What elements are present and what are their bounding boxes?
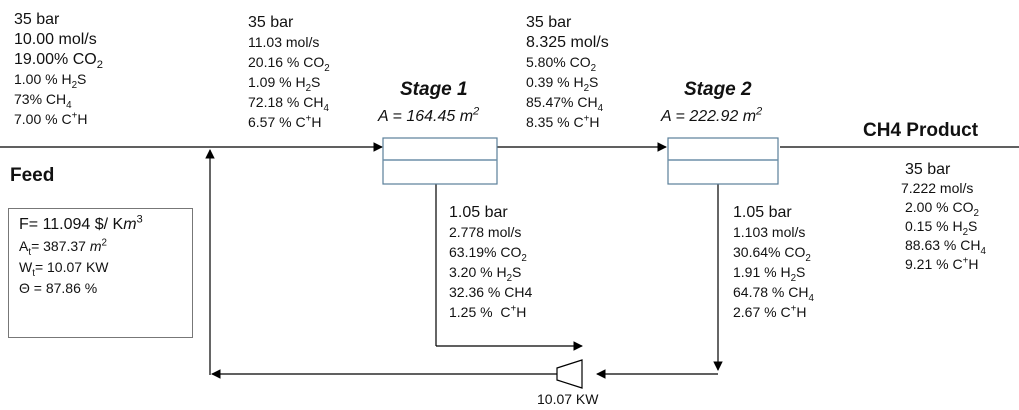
product-h2s: 0.15 % H2S xyxy=(905,219,1015,238)
feed-pressure: 35 bar xyxy=(14,12,103,32)
perm2-pressure: 1.05 bar xyxy=(733,205,814,225)
feed-ch4: 73% CH4 xyxy=(14,92,103,112)
perm1-ch4: 32.36 % CH4 xyxy=(449,285,532,305)
perm2-flow: 1.103 mol/s xyxy=(733,225,814,245)
mixed-flow: 11.03 mol/s xyxy=(248,35,330,55)
mixed-pressure: 35 bar xyxy=(248,15,330,35)
perm2-h2s: 1.91 % H2S xyxy=(733,265,814,285)
permeate1-block: 1.05 bar 2.778 mol/s 63.19% CO2 3.20 % H… xyxy=(449,205,532,325)
ret1-co2: 5.80% CO2 xyxy=(526,55,609,75)
ret1-chc: 8.35 % C+H xyxy=(526,115,609,135)
feed-co2: 19.00% CO2 xyxy=(14,52,103,72)
feed-flow: 10.00 mol/s xyxy=(14,32,103,52)
perm1-flow: 2.778 mol/s xyxy=(449,225,532,245)
product-block: 35 bar 7.222 mol/s 2.00 % CO2 0.15 % H2S… xyxy=(905,162,1015,276)
mixed-chc: 6.57 % C+H xyxy=(248,115,330,135)
summary-f: F= 11.094 $/ Km3 xyxy=(19,217,143,239)
stage1-area: A = 164.45 m2 xyxy=(378,109,479,125)
feed-stream-block: 35 bar 10.00 mol/s 19.00% CO2 1.00 % H2S… xyxy=(14,12,103,132)
perm2-ch4: 64.78 % CH4 xyxy=(733,285,814,305)
product-pressure: 35 bar xyxy=(905,162,1015,181)
compressor-power-label: 10.07 KW xyxy=(537,392,598,406)
product-chc: 9.21 % C+H xyxy=(905,257,1015,276)
product-co2: 2.00 % CO2 xyxy=(905,200,1015,219)
mixed-co2: 20.16 % CO2 xyxy=(248,55,330,75)
perm2-co2: 30.64% CO2 xyxy=(733,245,814,265)
summary-theta: Θ = 87.86 % xyxy=(19,281,143,302)
feed-label: Feed xyxy=(10,166,54,185)
feed-chc: 7.00 % C+H xyxy=(14,112,103,132)
stage2-area: A = 222.92 m2 xyxy=(661,109,762,125)
ret1-h2s: 0.39 % H2S xyxy=(526,75,609,95)
stage1-module xyxy=(383,138,497,184)
product-ch4: 88.63 % CH4 xyxy=(905,238,1015,257)
ret1-flow: 8.325 mol/s xyxy=(526,35,609,55)
perm2-chc: 2.67 % C+H xyxy=(733,305,814,325)
perm1-chc: 1.25 % C+H xyxy=(449,305,532,325)
ret1-ch4: 85.47% CH4 xyxy=(526,95,609,115)
summary-at: At= 387.37 m2 xyxy=(19,239,143,260)
ret1-pressure: 35 bar xyxy=(526,15,609,35)
mixed-ch4: 72.18 % CH4 xyxy=(248,95,330,115)
perm1-pressure: 1.05 bar xyxy=(449,205,532,225)
product-flow: 7.222 mol/s xyxy=(901,181,1015,200)
perm1-co2: 63.19% CO2 xyxy=(449,245,532,265)
perm1-h2s: 3.20 % H2S xyxy=(449,265,532,285)
feed-h2s: 1.00 % H2S xyxy=(14,72,103,92)
summary-wt: Wt= 10.07 KW xyxy=(19,260,143,281)
product-label: CH4 Product xyxy=(863,121,978,140)
mixed-stream-block: 35 bar 11.03 mol/s 20.16 % CO2 1.09 % H2… xyxy=(248,15,330,135)
stage2-title: Stage 2 xyxy=(684,80,752,99)
compressor-icon xyxy=(557,360,582,388)
stage2-module xyxy=(668,138,778,184)
permeate2-block: 1.05 bar 1.103 mol/s 30.64% CO2 1.91 % H… xyxy=(733,205,814,325)
mixed-h2s: 1.09 % H2S xyxy=(248,75,330,95)
stage1-title: Stage 1 xyxy=(400,80,468,99)
summary-block: F= 11.094 $/ Km3 At= 387.37 m2 Wt= 10.07… xyxy=(19,217,143,302)
retentate1-block: 35 bar 8.325 mol/s 5.80% CO2 0.39 % H2S … xyxy=(526,15,609,135)
